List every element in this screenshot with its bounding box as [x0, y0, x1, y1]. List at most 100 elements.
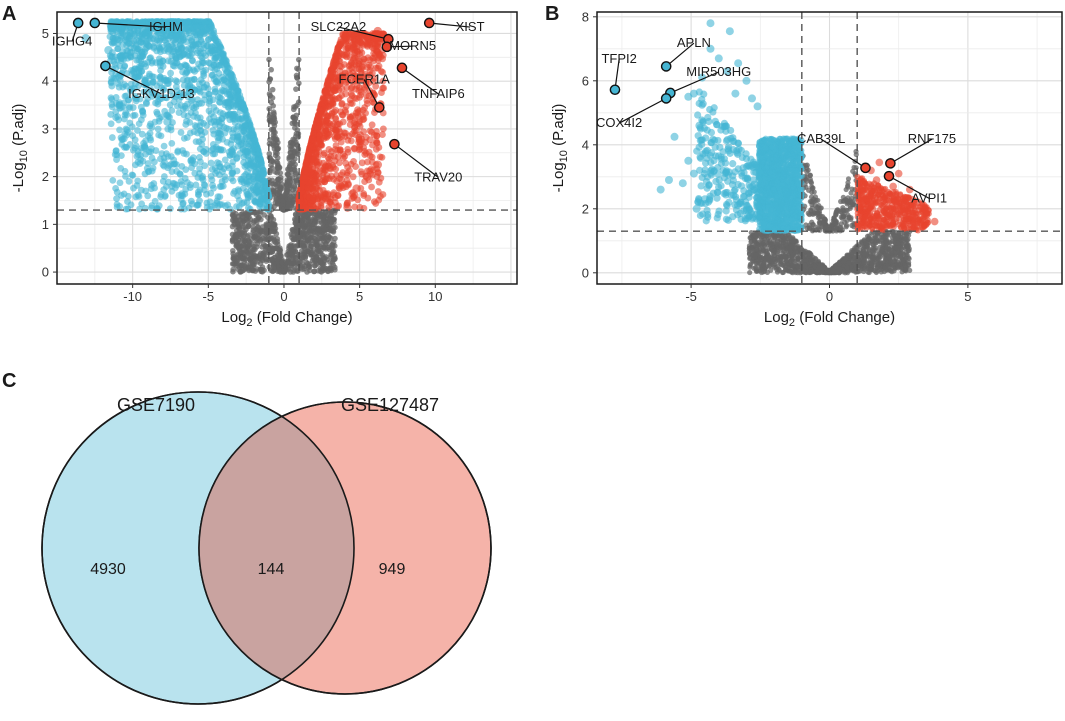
data-point [317, 260, 323, 266]
data-point [160, 186, 167, 193]
highlighted-point [397, 63, 406, 72]
data-point [215, 137, 222, 144]
data-point [218, 50, 225, 57]
data-point [325, 104, 332, 111]
highlighted-point [425, 18, 434, 27]
data-point [274, 236, 280, 242]
data-point [167, 70, 174, 77]
y-axis-label-rest: (P.adj) [10, 104, 27, 150]
data-point [350, 173, 357, 180]
data-point [108, 120, 115, 127]
data-point [273, 152, 279, 158]
data-point [117, 179, 124, 186]
data-point [237, 240, 243, 246]
data-point [191, 128, 198, 135]
data-point [242, 122, 249, 129]
x-tick-label: 5 [356, 289, 363, 304]
data-point [328, 254, 334, 260]
data-point [248, 250, 254, 256]
data-point [322, 123, 329, 130]
data-point [136, 120, 143, 127]
data-point [157, 156, 164, 163]
data-point [336, 58, 343, 65]
data-point [287, 185, 293, 191]
data-point [173, 54, 180, 61]
data-point [245, 195, 252, 202]
data-point [154, 101, 161, 108]
data-point [309, 156, 316, 163]
data-point [163, 77, 170, 84]
data-point [203, 42, 210, 49]
data-point [217, 131, 224, 138]
data-point [204, 27, 211, 34]
data-point [294, 102, 300, 108]
data-point [345, 149, 352, 156]
data-point [373, 146, 380, 153]
highlighted-point [390, 140, 399, 149]
data-point [221, 173, 228, 180]
data-point [340, 118, 347, 125]
data-point [258, 217, 264, 223]
y-tick-label: 5 [42, 26, 49, 41]
data-point [244, 168, 251, 175]
data-point [358, 168, 365, 175]
data-point [325, 237, 331, 243]
data-point [247, 243, 253, 249]
data-point [182, 71, 189, 78]
data-point [256, 201, 263, 208]
data-point [114, 36, 121, 43]
data-point [115, 72, 123, 80]
data-point [211, 118, 218, 125]
data-point [108, 54, 115, 61]
data-point [322, 162, 329, 169]
data-point [342, 109, 349, 116]
data-point [161, 163, 168, 170]
highlighted-point [375, 103, 384, 112]
data-point [336, 94, 343, 101]
data-point [306, 265, 312, 271]
data-point [223, 61, 230, 68]
data-point [130, 68, 137, 75]
data-point [291, 260, 297, 266]
highlighted-point [90, 18, 99, 27]
data-point [241, 179, 248, 186]
x-axis-label-main: Log [221, 309, 246, 326]
data-point [252, 259, 258, 265]
data-point [366, 57, 373, 64]
data-point [224, 201, 231, 208]
data-point [334, 121, 341, 128]
y-tick-label: 3 [42, 121, 49, 136]
data-point [305, 179, 312, 186]
data-point [165, 179, 172, 186]
data-point [153, 109, 160, 116]
y-tick-label: 1 [42, 217, 49, 232]
data-point [113, 148, 120, 155]
data-point [216, 193, 223, 200]
data-point [336, 175, 343, 182]
data-point [353, 95, 360, 102]
data-point [114, 113, 121, 120]
data-point [242, 224, 248, 230]
data-point [330, 262, 336, 268]
data-point [171, 63, 178, 70]
data-point [307, 143, 314, 150]
data-point [114, 189, 121, 196]
data-point [293, 218, 299, 224]
gene-label: XIST [456, 19, 485, 34]
data-point [136, 53, 143, 60]
data-point [269, 181, 275, 187]
data-point [234, 193, 241, 200]
data-point [109, 177, 116, 184]
data-point [380, 125, 387, 132]
data-point [209, 177, 216, 184]
data-point [206, 107, 213, 114]
data-point [118, 57, 125, 64]
data-point [338, 101, 345, 108]
data-point [177, 41, 184, 48]
data-point [286, 200, 292, 206]
data-point [238, 217, 244, 223]
data-point [138, 201, 145, 208]
data-point [297, 259, 303, 265]
data-point [359, 63, 366, 70]
y-tick-label: 4 [42, 74, 49, 89]
